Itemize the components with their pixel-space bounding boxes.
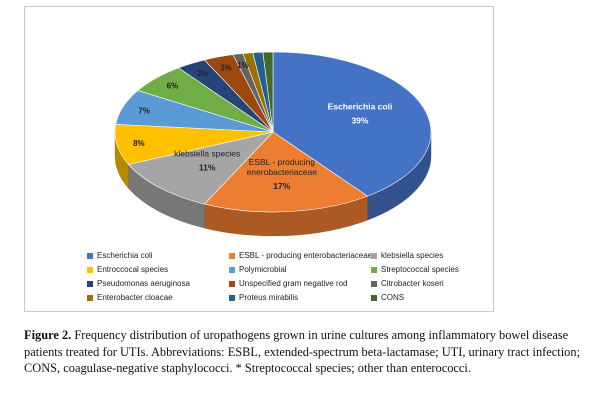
pie-chart: Escherichia coli 39% ESBL - producingenero… xyxy=(114,51,432,237)
legend-label: Polymicrobial xyxy=(239,265,287,274)
legend-swatch xyxy=(229,252,235,259)
legend-item: Streptococcal species xyxy=(371,265,459,274)
pie-label-value: 3% xyxy=(220,63,232,72)
legend-label: Streptococcal species xyxy=(381,265,459,274)
pie-label-3: klebsiella species 11% xyxy=(174,148,240,172)
legend-swatch xyxy=(371,294,377,301)
pie-label-6: 6% xyxy=(167,82,179,91)
legend-item: Pseudomonas aeruginosa xyxy=(87,279,190,288)
pie-label-4: 8% xyxy=(133,139,145,148)
caption-text: Frequency distribution of uropathogens g… xyxy=(24,328,581,376)
pie-label-value: 6% xyxy=(167,82,179,91)
legend-label: Enterobacter cloacae xyxy=(97,293,173,302)
pie-label-value: 7% xyxy=(138,106,150,115)
legend-swatch xyxy=(229,280,235,287)
legend-swatch xyxy=(371,252,377,259)
legend-swatch xyxy=(87,252,93,259)
legend-item: Citrobacter koseri xyxy=(371,279,444,288)
pie-label-9: 1% xyxy=(237,61,249,70)
pie-label-8: 3% xyxy=(220,63,232,72)
legend-swatch xyxy=(229,266,235,273)
legend-item: Entroccocal species xyxy=(87,265,168,274)
legend-item: Proteus mirabilis xyxy=(229,293,298,302)
pie-label-name: enerobacteriaceae xyxy=(247,167,318,177)
pie-label-value: 1% xyxy=(237,61,249,70)
legend-label: Citrobacter koseri xyxy=(381,279,444,288)
pie-label-name: klebsiella species xyxy=(174,148,240,158)
pie-label-name: ESBL - producing xyxy=(249,157,316,167)
legend-item: Enterobacter cloacae xyxy=(87,293,173,302)
pie-label-value: 8% xyxy=(133,139,145,148)
legend-label: Unspecified gram negative rod xyxy=(239,279,348,288)
pie-slice-1 xyxy=(272,51,432,197)
figure-caption: Figure 2. Frequency distribution of urop… xyxy=(24,327,590,377)
legend-swatch xyxy=(87,266,93,273)
legend-swatch xyxy=(371,266,377,273)
pie-label-1: Escherichia coli 39% xyxy=(328,101,393,125)
pie-label-value: 17% xyxy=(273,181,290,191)
legend-swatch xyxy=(371,280,377,287)
legend-label: ESBL - producing enterobacteriaceae xyxy=(239,251,373,260)
legend-item: ESBL - producing enterobacteriaceae xyxy=(229,251,372,260)
legend-item: Polymicrobial xyxy=(229,265,287,274)
pie-slice-3 xyxy=(127,131,274,205)
legend-swatch xyxy=(229,294,235,301)
pie-label-value: 3% xyxy=(197,69,209,78)
pie-slice-2 xyxy=(203,131,369,213)
pie-label-5: 7% xyxy=(138,106,150,115)
legend-item: klebsiella species xyxy=(371,251,443,260)
chart-frame: Escherichia coli 39% ESBL - producing enero… xyxy=(24,6,494,312)
pie-label-name: Escherichia coli xyxy=(328,101,393,111)
legend-item: Unspecified gram negative rod xyxy=(229,279,348,288)
legend-swatch xyxy=(87,294,93,301)
pie-side-walls xyxy=(114,131,432,237)
legend-label: klebsiella species xyxy=(381,251,444,260)
pie-label-value: 11% xyxy=(199,162,216,172)
legend-label: CONS xyxy=(381,293,405,302)
pie-label-value: 39% xyxy=(351,115,368,125)
legend-label: Escherichia coli xyxy=(97,251,153,260)
legend-item: Escherichia coli xyxy=(87,251,153,260)
legend-label: Pseudomonas aeruginosa xyxy=(97,279,190,288)
legend-item: CONS xyxy=(371,293,404,302)
legend-label: Entroccocal species xyxy=(97,265,169,274)
caption-label: Figure 2. xyxy=(24,328,72,342)
legend-swatch xyxy=(87,280,93,287)
pie-slice-12 xyxy=(262,51,274,133)
pie-label-7: 3% xyxy=(197,69,209,78)
legend-label: Proteus mirabilis xyxy=(239,293,299,302)
